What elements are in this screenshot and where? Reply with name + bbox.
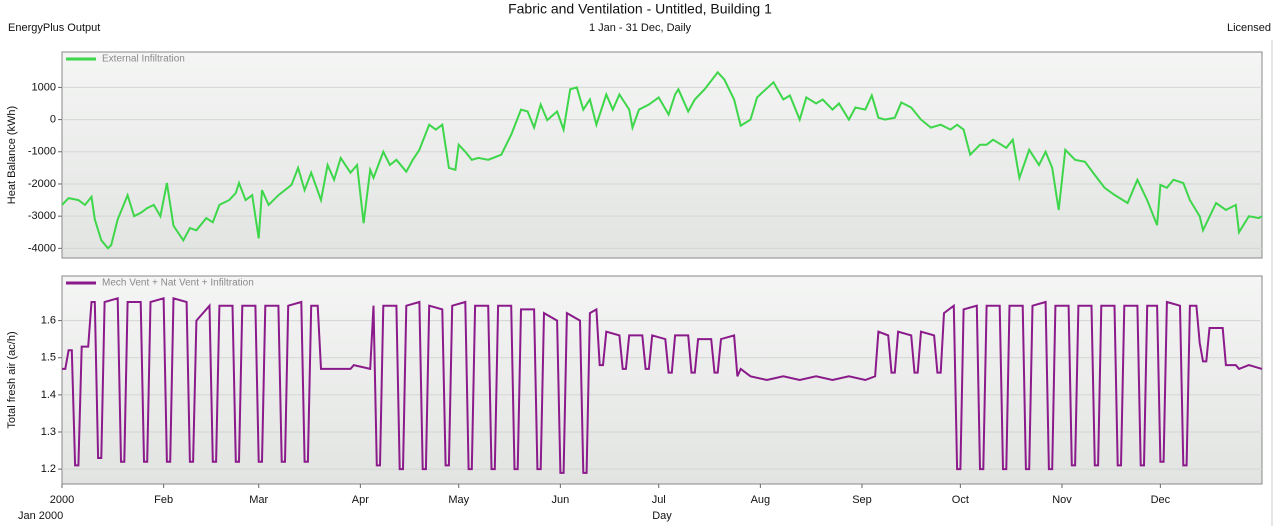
y-tick-label: 1.3 xyxy=(41,426,56,438)
x-tick-label: Jun xyxy=(551,494,569,506)
x-tick-label: Apr xyxy=(352,494,369,506)
page-title: Fabric and Ventilation - Untitled, Build… xyxy=(508,1,772,17)
legend-text: External Infiltration xyxy=(102,54,185,65)
y-tick-label: -3000 xyxy=(28,210,56,222)
y-tick-label: 1.4 xyxy=(41,389,56,401)
y-tick-label: 0 xyxy=(50,114,56,126)
data-line xyxy=(62,296,1263,474)
y-tick-label: 1.6 xyxy=(41,314,56,326)
data-line xyxy=(61,70,1263,250)
x-start-label: Jan 2000 xyxy=(18,510,63,522)
x-tick-label: Feb xyxy=(154,494,173,506)
license-label: Licensed xyxy=(1227,22,1271,34)
legend-text: Mech Vent + Nat Vent + Infiltration xyxy=(102,278,254,289)
y-tick-label: 1.5 xyxy=(41,352,56,364)
x-tick-label: Aug xyxy=(751,494,771,506)
y-tick-label: -2000 xyxy=(28,178,56,190)
x-tick-label: Mar xyxy=(249,494,268,506)
x-axis-label: Day xyxy=(652,510,672,522)
x-tick-label: Oct xyxy=(952,494,969,506)
y-tick-label: -4000 xyxy=(28,242,56,254)
plot-area xyxy=(61,51,1263,259)
x-tick-label: Nov xyxy=(1052,494,1072,506)
source-label: EnergyPlus Output xyxy=(8,22,100,34)
x-tick-label: Dec xyxy=(1151,494,1171,506)
x-tick-label: 2000 xyxy=(50,494,74,506)
y-tick-label: 1000 xyxy=(32,81,56,93)
y-axis-label: Heat Balance (kWh) xyxy=(6,106,18,204)
x-tick-label: May xyxy=(448,494,469,506)
x-tick-label: Jul xyxy=(652,494,666,506)
y-tick-label: -1000 xyxy=(28,146,56,158)
period-label: 1 Jan - 31 Dec, Daily xyxy=(589,22,692,34)
x-tick-label: Sep xyxy=(852,494,872,506)
y-tick-label: 1.2 xyxy=(41,463,56,475)
y-axis-label: Total fresh air (ac/h) xyxy=(6,331,18,428)
